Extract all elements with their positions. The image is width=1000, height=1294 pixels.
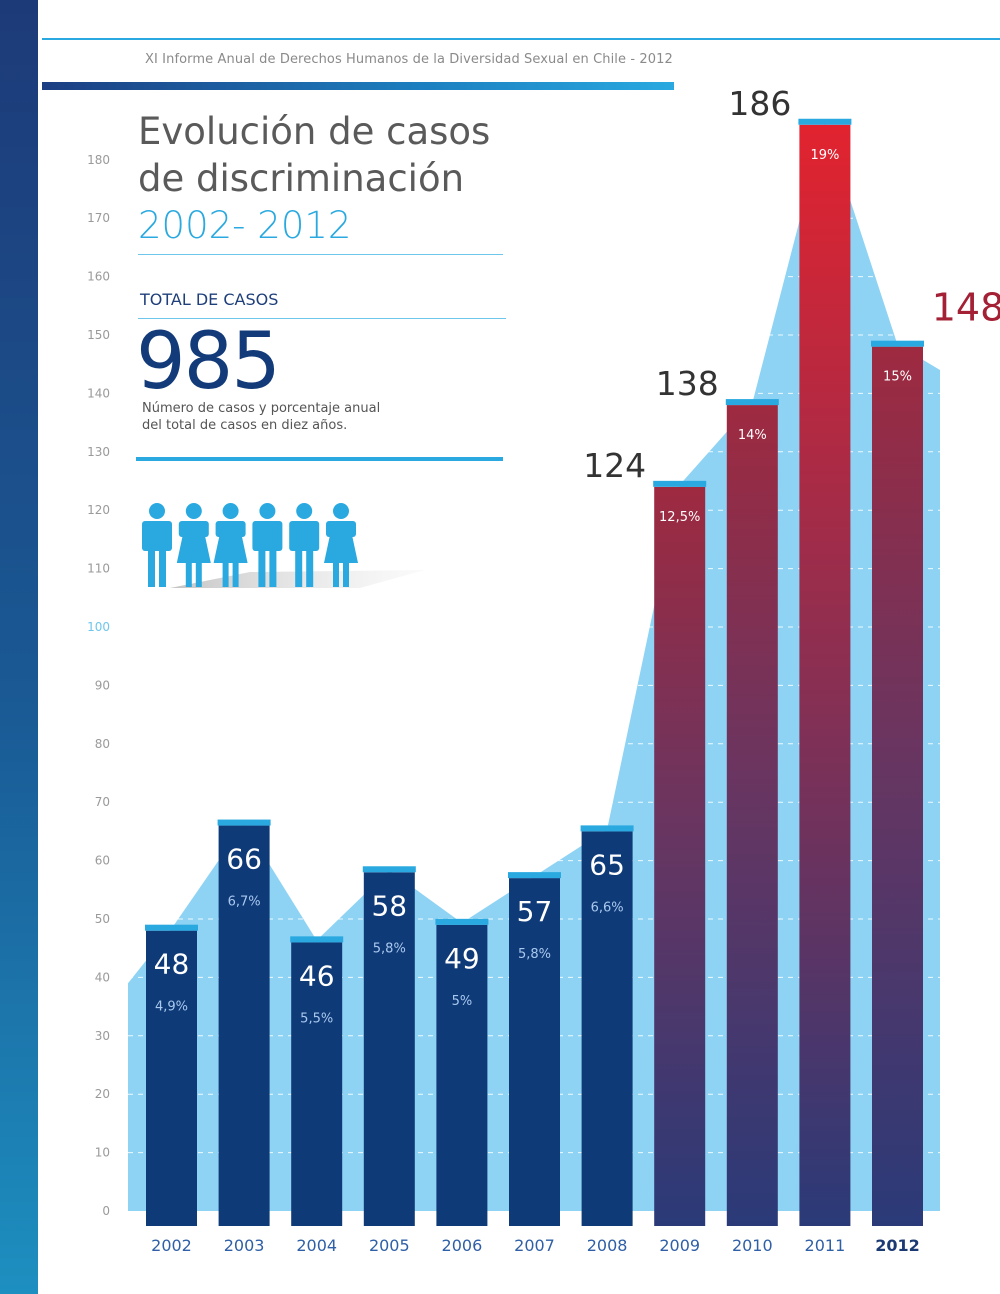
man-icon [289, 503, 320, 587]
bar-cap [435, 918, 489, 925]
publication-header: XI Informe Anual de Derechos Humanos de … [145, 52, 673, 67]
title-line-1: Evolución de casos [138, 110, 491, 153]
y-tick-label: 60 [95, 854, 110, 868]
woman-icon [176, 503, 211, 587]
y-tick-label: 50 [95, 912, 110, 926]
bar-cap [362, 866, 416, 873]
percent-label: 19% [810, 148, 839, 163]
woman-icon [324, 503, 358, 587]
y-tick-label: 120 [87, 503, 110, 517]
value-label: 124 [583, 446, 646, 485]
bar-cap [653, 480, 707, 487]
value-label: 148 [932, 286, 1000, 330]
percent-label: 6,7% [228, 895, 261, 910]
value-label: 49 [444, 942, 480, 975]
bar-2007 [509, 878, 560, 1226]
total-bar [136, 457, 503, 461]
percent-label: 14% [738, 428, 767, 443]
man-icon [252, 503, 283, 587]
x-tick-label: 2011 [805, 1236, 846, 1255]
y-tick-label: 40 [95, 970, 110, 984]
bar-2003 [218, 825, 270, 1226]
percent-label: 5,5% [300, 1011, 333, 1026]
bar-cap [290, 936, 344, 943]
bar-2012 [872, 346, 923, 1226]
chart-title: Evolución de casos de discriminación 200… [138, 108, 508, 249]
title-divider [138, 254, 503, 255]
value-label: 66 [226, 843, 262, 876]
y-tick-label: 20 [95, 1087, 110, 1101]
y-tick-label: 160 [87, 270, 110, 284]
header-bar [42, 82, 674, 90]
bar-cap [871, 340, 924, 347]
bar-2004 [291, 942, 343, 1226]
y-tick-label: 150 [87, 328, 110, 342]
total-description: Número de casos y porcentaje anual del t… [142, 400, 442, 434]
value-label: 65 [589, 848, 625, 881]
woman-icon [213, 503, 248, 587]
bar-cap [145, 924, 198, 931]
bar-2008 [581, 831, 633, 1226]
bar-2010 [726, 405, 778, 1227]
x-tick-label: 2007 [514, 1236, 555, 1255]
bar-2006 [436, 924, 488, 1226]
y-tick-label: 10 [95, 1146, 110, 1160]
bar-cap [725, 399, 779, 406]
percent-label: 12,5% [659, 510, 700, 525]
percent-label: 15% [883, 370, 912, 385]
percent-label: 6,6% [591, 900, 624, 915]
value-label: 186 [728, 84, 791, 123]
y-tick-label: 110 [87, 562, 110, 576]
value-label: 58 [371, 889, 407, 922]
x-tick-label: 2009 [659, 1236, 700, 1255]
y-tick-label: 70 [95, 795, 110, 809]
percent-label: 5,8% [373, 941, 406, 956]
percent-label: 5% [452, 994, 473, 1009]
y-tick-label: 130 [87, 445, 110, 459]
x-tick-label: 2005 [369, 1236, 410, 1255]
value-label: 46 [299, 959, 335, 992]
x-tick-label: 2002 [151, 1236, 192, 1255]
total-value: 985 [136, 317, 281, 407]
x-tick-label: 2012 [875, 1236, 920, 1255]
title-years: 2002- 2012 [138, 204, 352, 247]
header-rule [42, 38, 1000, 40]
bar-cap [798, 118, 852, 125]
y-tick-label: 0 [102, 1204, 110, 1218]
y-tick-label: 80 [95, 737, 110, 751]
bar-2009 [654, 486, 706, 1227]
x-tick-label: 2008 [587, 1236, 628, 1255]
y-tick-label: 100 [87, 620, 110, 634]
total-description-line-2: del total de casos en diez años. [142, 418, 348, 433]
value-label: 48 [154, 948, 190, 981]
bar-2005 [363, 872, 415, 1226]
total-description-line-1: Número de casos y porcentaje anual [142, 401, 381, 416]
x-tick-label: 2006 [442, 1236, 483, 1255]
value-label: 138 [656, 364, 719, 403]
title-line-2: de discriminación [138, 157, 465, 200]
x-tick-label: 2003 [224, 1236, 265, 1255]
total-label: TOTAL DE CASOS [140, 290, 279, 309]
y-tick-label: 180 [87, 153, 110, 167]
y-tick-label: 90 [95, 678, 110, 692]
y-tick-label: 170 [87, 211, 110, 225]
bar-cap [508, 872, 561, 879]
bar-2011 [799, 124, 851, 1226]
man-icon [142, 503, 172, 587]
bar-cap [217, 819, 271, 826]
left-color-band [0, 0, 38, 1294]
percent-label: 5,8% [518, 947, 551, 962]
x-tick-label: 2004 [296, 1236, 337, 1255]
bar-cap [580, 825, 634, 832]
value-label: 57 [517, 895, 553, 928]
bar-2002 [146, 930, 197, 1226]
y-tick-label: 140 [87, 386, 110, 400]
total-divider [138, 318, 506, 319]
percent-label: 4,9% [155, 1000, 188, 1015]
y-tick-label: 30 [95, 1029, 110, 1043]
x-tick-label: 2010 [732, 1236, 773, 1255]
